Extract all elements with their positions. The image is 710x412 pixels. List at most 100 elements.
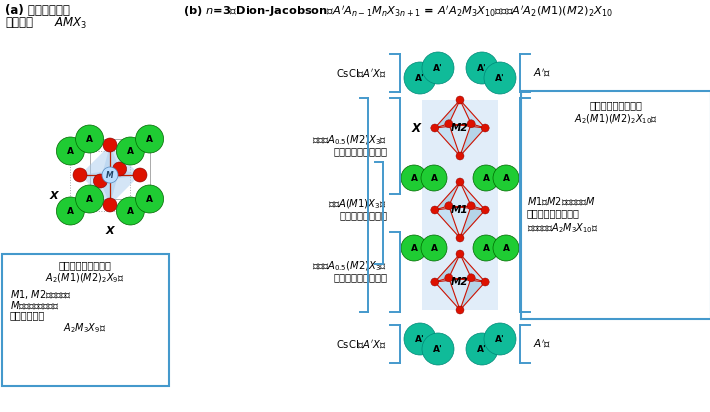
Text: A: A xyxy=(146,194,153,204)
Polygon shape xyxy=(460,254,485,282)
Text: 外側のペロブスカイ: 外側のペロブスカイ xyxy=(333,272,387,282)
Circle shape xyxy=(103,138,117,152)
Text: スカイト類似: スカイト類似 xyxy=(10,310,45,320)
Circle shape xyxy=(493,235,519,261)
Text: $A_2(M1)(M2)_2X_{10}$層: $A_2(M1)(M2)_2X_{10}$層 xyxy=(574,112,658,126)
Circle shape xyxy=(75,185,104,213)
Circle shape xyxy=(467,120,475,128)
FancyBboxPatch shape xyxy=(521,91,710,319)
Circle shape xyxy=(456,306,464,314)
Circle shape xyxy=(113,162,126,176)
Text: A: A xyxy=(67,206,74,215)
Text: A': A' xyxy=(433,344,443,353)
Text: A: A xyxy=(410,173,417,183)
Text: 内側のペロブスカ: 内側のペロブスカ xyxy=(339,210,387,220)
Circle shape xyxy=(422,52,454,84)
Polygon shape xyxy=(435,100,485,156)
Polygon shape xyxy=(80,145,140,205)
Circle shape xyxy=(103,198,117,212)
Text: A: A xyxy=(86,134,93,143)
Text: とすれば、ペロブス: とすれば、ペロブス xyxy=(527,208,580,218)
Text: A': A' xyxy=(495,335,505,344)
Text: X: X xyxy=(106,226,114,236)
Polygon shape xyxy=(460,278,485,310)
Text: $A_2(M1)(M2)_2X_9$層: $A_2(M1)(M2)_2X_9$層 xyxy=(45,271,125,285)
Circle shape xyxy=(404,62,436,94)
Circle shape xyxy=(481,206,489,214)
Text: A': A' xyxy=(415,335,425,344)
Circle shape xyxy=(444,120,453,128)
Text: A: A xyxy=(503,243,510,253)
Circle shape xyxy=(467,202,475,210)
Text: ト類似$A_{0.5}(M2)X_3$層: ト類似$A_{0.5}(M2)X_3$層 xyxy=(312,133,387,147)
Text: $A'$層: $A'$層 xyxy=(533,67,551,79)
Text: $M1$，$M2$を区別せず$M$: $M1$，$M2$を区別せず$M$ xyxy=(527,195,596,207)
Text: A: A xyxy=(483,243,489,253)
Text: ペロブスカイト類似: ペロブスカイト類似 xyxy=(58,260,111,270)
Circle shape xyxy=(466,333,498,365)
Text: CsCl型$A'X$層: CsCl型$A'X$層 xyxy=(336,67,387,79)
Text: 外側のペロブスカイ: 外側のペロブスカイ xyxy=(333,146,387,156)
Circle shape xyxy=(116,137,144,165)
Circle shape xyxy=(467,274,475,282)
Text: $M1$, $M2$を区別せず: $M1$, $M2$を区別せず xyxy=(10,288,72,301)
Text: M2: M2 xyxy=(451,277,469,287)
Text: A: A xyxy=(127,206,134,215)
Text: A: A xyxy=(483,173,489,183)
Text: A: A xyxy=(146,134,153,143)
FancyBboxPatch shape xyxy=(2,254,169,386)
Polygon shape xyxy=(460,100,485,128)
Polygon shape xyxy=(435,254,460,282)
Text: A: A xyxy=(430,243,437,253)
Polygon shape xyxy=(435,100,460,128)
Polygon shape xyxy=(422,100,498,310)
Circle shape xyxy=(401,165,427,191)
Text: A: A xyxy=(503,173,510,183)
Text: A': A' xyxy=(477,344,487,353)
Text: A': A' xyxy=(495,73,505,82)
Circle shape xyxy=(136,185,163,213)
Text: X: X xyxy=(49,191,58,201)
Text: M2: M2 xyxy=(451,123,469,133)
Circle shape xyxy=(481,124,489,132)
Polygon shape xyxy=(435,124,460,156)
Circle shape xyxy=(136,125,163,153)
Circle shape xyxy=(456,234,464,242)
Circle shape xyxy=(421,165,447,191)
Circle shape xyxy=(133,168,147,182)
Circle shape xyxy=(56,137,84,165)
Text: カイト型: カイト型 xyxy=(5,16,33,29)
Circle shape xyxy=(444,274,453,282)
Text: M: M xyxy=(106,171,114,180)
Circle shape xyxy=(94,174,107,188)
Circle shape xyxy=(116,197,144,225)
Circle shape xyxy=(421,235,447,261)
Text: $A'$層: $A'$層 xyxy=(533,338,551,350)
Circle shape xyxy=(422,333,454,365)
Text: A: A xyxy=(67,147,74,155)
Circle shape xyxy=(102,167,118,183)
Polygon shape xyxy=(460,124,485,156)
Text: (a) 立方ペロブス: (a) 立方ペロブス xyxy=(5,4,70,17)
Circle shape xyxy=(493,165,519,191)
Polygon shape xyxy=(460,206,485,238)
Circle shape xyxy=(473,165,499,191)
Circle shape xyxy=(56,197,84,225)
Text: A: A xyxy=(410,243,417,253)
Polygon shape xyxy=(435,182,485,238)
Circle shape xyxy=(431,278,439,286)
Text: A': A' xyxy=(433,63,443,73)
Polygon shape xyxy=(100,145,119,205)
Polygon shape xyxy=(435,278,460,310)
Circle shape xyxy=(481,278,489,286)
Text: A: A xyxy=(86,194,93,204)
Text: イト$A(M1)X_3$層: イト$A(M1)X_3$層 xyxy=(328,197,387,211)
Text: $AMX_3$: $AMX_3$ xyxy=(54,16,87,31)
Circle shape xyxy=(466,52,498,84)
Polygon shape xyxy=(435,206,460,238)
Circle shape xyxy=(75,125,104,153)
Circle shape xyxy=(401,235,427,261)
Circle shape xyxy=(456,178,464,186)
Text: A': A' xyxy=(477,63,487,73)
Circle shape xyxy=(73,168,87,182)
